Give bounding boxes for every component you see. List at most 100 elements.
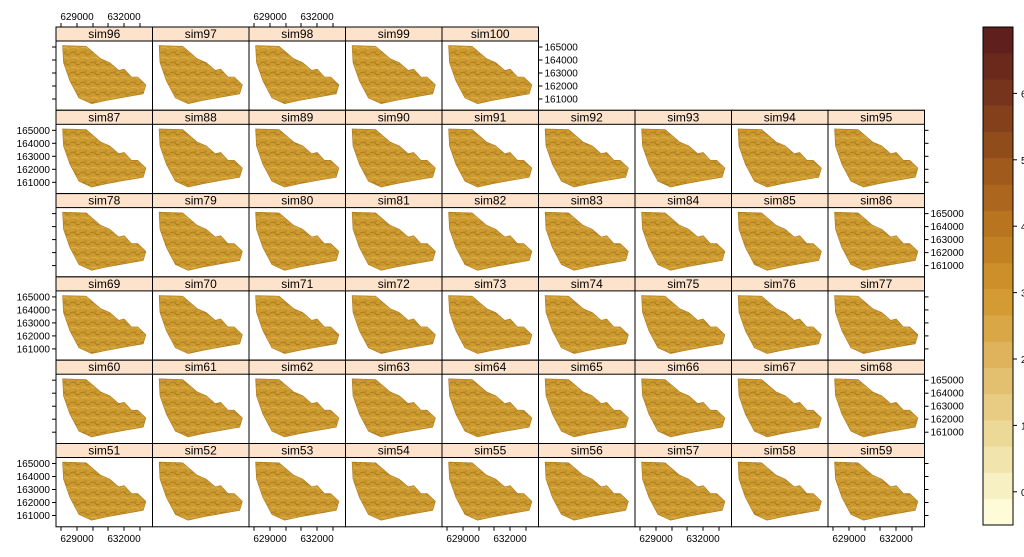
x-axis-col2: 629000 632000 (253, 12, 334, 27)
strip-label: sim92 (571, 110, 603, 124)
raster-map-sim53 (255, 461, 340, 521)
y-tick-label: 162000 (931, 415, 965, 426)
x-axis-col0: 629000 632000 (60, 12, 141, 27)
strip-label: sim94 (764, 110, 796, 124)
panel-sim77: sim77 (827, 276, 925, 361)
panel-sim89: sim89 (248, 109, 346, 195)
colorbar-swatch (983, 131, 1013, 159)
strip-label: sim51 (88, 444, 120, 458)
colorbar-swatch (983, 184, 1013, 211)
raster-map-sim74 (544, 295, 629, 354)
panel-sim95: sim95 (827, 109, 925, 195)
raster-map-sim93 (641, 128, 726, 188)
colorbar-swatch (983, 367, 1013, 395)
x-tick-label: 629000 (446, 534, 480, 545)
strip-label: sim75 (667, 277, 699, 291)
strip-sim86 (827, 193, 925, 209)
raster-map-sim91 (448, 128, 533, 188)
y-tick-label: 163000 (545, 69, 579, 80)
x-axis-col4: 629000 632000 (446, 526, 527, 545)
strip-label: sim67 (764, 360, 796, 374)
strip-label: sim83 (571, 194, 603, 208)
raster-map-sim55 (448, 461, 533, 521)
panel-sim99: sim99 (345, 26, 443, 111)
panel-sim72: sim72 (345, 276, 443, 361)
raster-map-sim81 (351, 211, 436, 271)
colorbar-swatch (983, 27, 1013, 54)
y-tick-label: 162000 (545, 82, 579, 93)
raster-map-sim78 (62, 211, 147, 271)
colorbar-tick-label: 6 (1021, 89, 1024, 100)
strip-label: sim85 (764, 194, 796, 208)
colorbar-tick-label: 5 (1021, 156, 1024, 167)
x-tick-label: 632000 (493, 534, 527, 545)
strip-label: sim65 (571, 360, 603, 374)
panel-sim57: sim57 (634, 443, 732, 528)
y-tick-label: 164000 (17, 305, 51, 316)
colorbar-swatch (983, 262, 1013, 290)
y-tick-label: 161000 (931, 428, 965, 439)
y-tick-label: 165000 (17, 292, 51, 303)
y-tick-label: 164000 (931, 389, 965, 400)
strip-label: sim100 (471, 27, 510, 41)
panel-sim83: sim83 (538, 193, 636, 278)
raster-map-sim97 (158, 45, 243, 105)
panel-sim90: sim90 (345, 109, 443, 195)
strip-label: sim69 (88, 277, 120, 291)
colorbar-tick-label: 3 (1021, 289, 1024, 300)
y-axis-marks-row0 (52, 46, 56, 100)
panel-sim55: sim55 (441, 443, 539, 528)
y-axis-marks-row2 (52, 213, 56, 267)
raster-map-sim89 (255, 128, 340, 188)
raster-map-sim100 (448, 45, 533, 105)
raster-map-sim58 (737, 461, 822, 521)
strip-label: sim61 (185, 360, 217, 374)
y-tick-label: 161000 (17, 344, 51, 355)
y-tick-label: 163000 (931, 402, 965, 413)
panel-sim61: sim61 (152, 359, 250, 445)
panel-sim81: sim81 (345, 193, 443, 278)
raster-map-sim60 (62, 378, 147, 438)
strip-sim68 (827, 359, 925, 375)
y-axis-row5: 165000 164000 163000 162000 161000 (17, 459, 56, 522)
colorbar-swatch (983, 472, 1013, 500)
x-axis-col8: 629000 632000 (832, 526, 913, 545)
panel-sim86: sim86 (827, 193, 925, 278)
panel-sim60: sim60 (55, 359, 153, 445)
y-tick-label: 165000 (17, 126, 51, 137)
y-tick-label: 163000 (17, 152, 51, 163)
strip-label: sim86 (860, 194, 892, 208)
colorbar-swatch (983, 446, 1013, 473)
panel-sim64: sim64 (441, 359, 539, 445)
raster-map-sim76 (737, 295, 822, 354)
colorbar-tick-label: 1 (1021, 421, 1024, 432)
y-tick-label: 161000 (545, 95, 579, 106)
raster-map-sim77 (834, 295, 919, 354)
raster-map-sim59 (834, 461, 919, 521)
y-tick-label: 164000 (17, 472, 51, 483)
y-axis-marks-row1 (924, 129, 929, 183)
raster-map-sim69 (62, 295, 147, 354)
strip-sim59 (827, 443, 925, 458)
raster-map-sim73 (448, 295, 533, 354)
colorbar-frame (982, 26, 1014, 526)
colorbar-swatch (983, 79, 1013, 106)
strip-label: sim71 (281, 277, 313, 291)
strip-label: sim62 (281, 360, 313, 374)
panel-sim53: sim53 (248, 443, 346, 528)
x-axis-col0: 629000 632000 (60, 526, 141, 545)
raster-map-sim79 (158, 211, 243, 271)
panels-layer: sim96 sim97 sim98 sim99 sim100 sim87 sim88 sim8… (55, 26, 925, 528)
y-axis-row4: 165000 164000 163000 162000 161000 (924, 376, 965, 439)
raster-map-sim63 (351, 378, 436, 438)
strip-label: sim95 (860, 110, 892, 124)
panel-sim96: sim96 (55, 26, 153, 111)
strip-label: sim55 (474, 444, 506, 458)
panel-sim73: sim73 (441, 276, 539, 361)
raster-map-sim61 (158, 378, 243, 438)
y-tick-label: 162000 (17, 498, 51, 509)
y-axis-row0: 165000 164000 163000 162000 161000 (538, 43, 579, 106)
strip-label: sim82 (474, 194, 506, 208)
strip-label: sim60 (88, 360, 120, 374)
